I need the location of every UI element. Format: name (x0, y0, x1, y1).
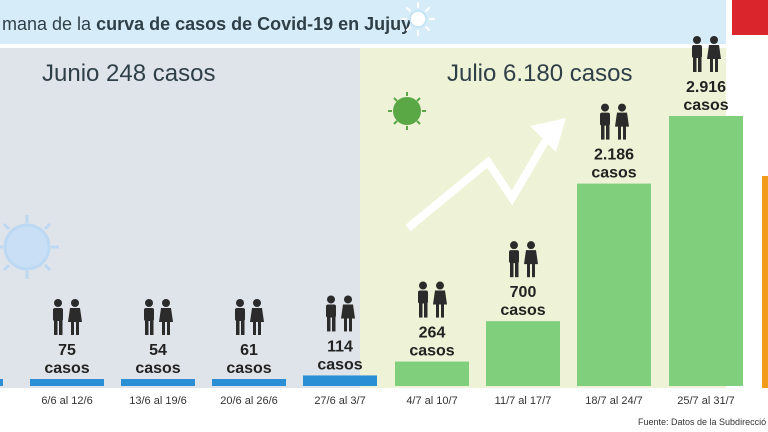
x-tick-label: 25/7 al 31/7 (677, 395, 735, 407)
value-unit-label: casos (683, 97, 728, 114)
july-period-label: Julio 6.180 casos (447, 60, 632, 87)
value-label: 2.186 (594, 147, 634, 164)
trend-arrow-icon (405, 118, 566, 232)
title-bar (0, 0, 726, 44)
bar-7 (577, 183, 651, 386)
corner-accent (732, 0, 768, 35)
june-panel (0, 48, 360, 388)
x-tick-label: 20/6 al 26/6 (220, 395, 278, 407)
value-unit-label: casos (500, 302, 545, 319)
bar-6 (486, 321, 560, 386)
bar-4 (303, 375, 377, 386)
june-period-label: Junio 248 casos (42, 60, 215, 87)
value-label: 54 (149, 342, 167, 359)
bar-1 (30, 379, 104, 386)
x-tick-label: 11/7 al 17/7 (495, 395, 552, 407)
value-unit-label: casos (317, 356, 362, 373)
value-unit-label: casos (409, 343, 454, 360)
value-label: 2.916 (686, 79, 726, 96)
orange-edge-accent (762, 176, 768, 388)
bar-8 (669, 116, 743, 386)
virus-green-icon (388, 92, 426, 130)
value-label: 264 (419, 325, 446, 342)
x-tick-label: 4/7 al 10/7 (406, 395, 457, 407)
x-tick-label: 13/6 al 19/6 (129, 395, 187, 407)
chart-title-prefix: mana de la (2, 14, 96, 34)
chart-title: mana de la curva de casos de Covid-19 en… (2, 14, 411, 34)
value-label: 75 (58, 342, 76, 359)
value-unit-label: casos (226, 360, 271, 377)
value-label: 114 (327, 338, 353, 355)
sun-icon (401, 2, 435, 36)
value-label: 61 (240, 342, 258, 359)
value-label: 700 (510, 284, 537, 301)
bar-5 (395, 361, 469, 386)
bar-3 (212, 379, 286, 386)
x-tick-label: 6/6 al 12/6 (41, 395, 92, 407)
value-unit-label: casos (591, 165, 636, 182)
source-note: Fuente: Datos de la Subdirecció (638, 417, 766, 427)
virus-blue-icon (0, 215, 59, 279)
bar-0 (0, 379, 3, 386)
x-tick-label: 27/6 al 3/7 (314, 395, 365, 407)
value-unit-label: casos (44, 360, 89, 377)
value-unit-label: casos (135, 360, 180, 377)
bar-2 (121, 379, 195, 386)
x-tick-label: 18/7 al 24/7 (585, 395, 643, 407)
chart-title-bold: curva de casos de Covid-19 en Jujuy (96, 14, 411, 34)
